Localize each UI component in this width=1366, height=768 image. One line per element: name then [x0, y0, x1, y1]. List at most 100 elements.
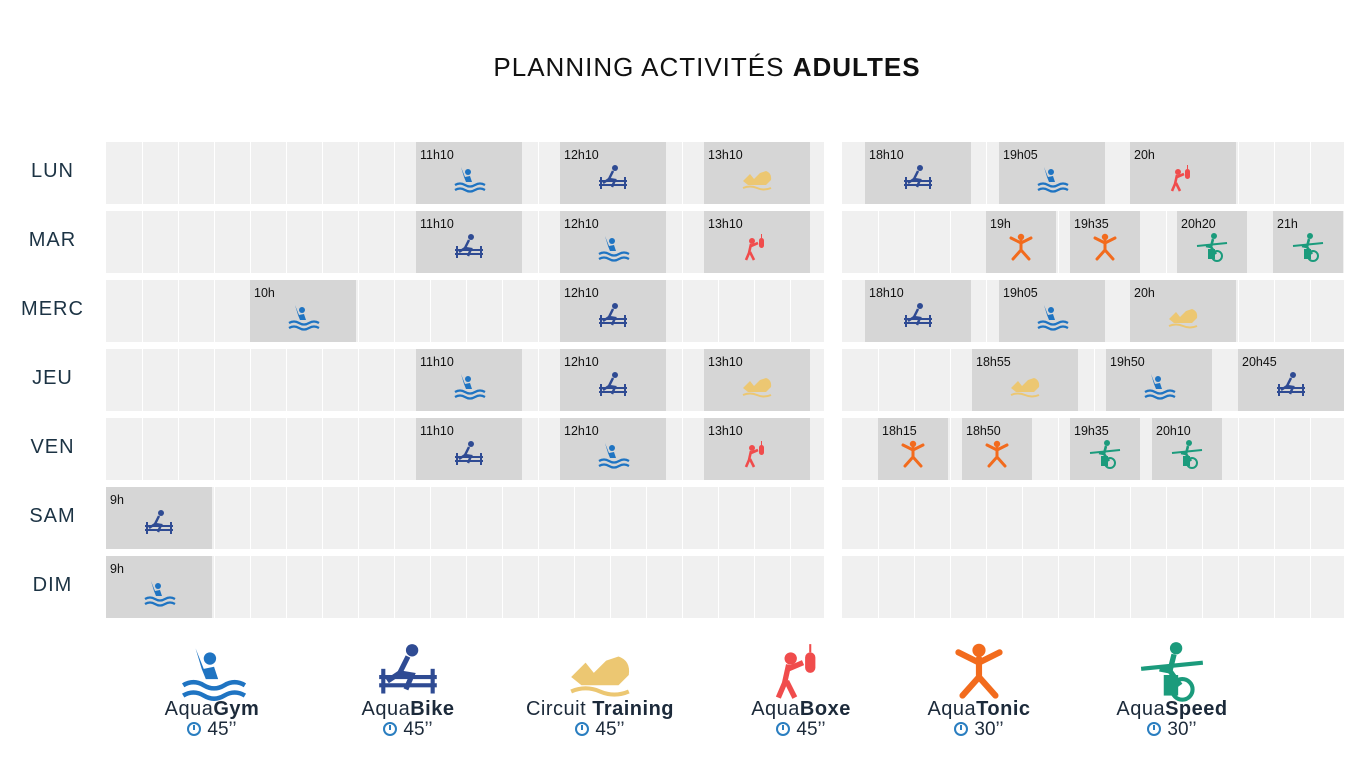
slot-time: 9h	[110, 493, 124, 507]
slot-circuit[interactable]: 18h55	[972, 349, 1078, 411]
boxe-icon	[1170, 164, 1190, 192]
slot-speed[interactable]: 19h35	[1070, 418, 1140, 480]
grid-line	[878, 349, 879, 411]
gym-icon	[1037, 304, 1069, 331]
row-segment-am	[106, 556, 824, 618]
grid-line	[142, 418, 143, 480]
grid-line	[538, 487, 539, 549]
grid-line	[358, 487, 359, 549]
grid-line	[914, 211, 915, 273]
legend-name: AquaSpeed	[1077, 698, 1267, 721]
grid-line	[394, 556, 395, 618]
grid-line	[1274, 556, 1275, 618]
slot-speed[interactable]: 20h10	[1152, 418, 1222, 480]
clock-icon	[776, 722, 791, 736]
slot-time: 19h05	[1003, 286, 1038, 300]
slot-circuit[interactable]: 13h10	[704, 142, 810, 204]
grid-line	[322, 556, 323, 618]
grid-line	[986, 142, 987, 204]
slot-circuit[interactable]: 20h	[1130, 280, 1236, 342]
grid-line	[790, 280, 791, 342]
slot-icon-wrap	[1088, 439, 1122, 469]
slot-boxe[interactable]: 13h10	[704, 211, 810, 273]
legend-name: AquaBike	[313, 698, 503, 721]
speed-icon	[1196, 232, 1228, 262]
day-row: 11h10 12h10 13h10 18h10	[0, 142, 1366, 204]
grid-line	[1238, 280, 1239, 342]
slot-boxe[interactable]: 13h10	[704, 418, 810, 480]
legend-name-prefix: Aqua	[927, 698, 977, 720]
grid-line	[394, 142, 395, 204]
grid-line	[286, 418, 287, 480]
boxe-icon	[744, 233, 764, 261]
slot-speed[interactable]: 21h	[1273, 211, 1343, 273]
grid-line	[718, 556, 719, 618]
grid-line	[1310, 556, 1311, 618]
slot-time: 20h	[1134, 148, 1155, 162]
row-segment-am	[106, 280, 824, 342]
grid-line	[914, 487, 915, 549]
slot-bike[interactable]: 12h10	[560, 142, 666, 204]
slot-gym[interactable]: 19h50	[1106, 349, 1212, 411]
grid-line	[878, 487, 879, 549]
grid-line	[1166, 556, 1167, 618]
row-segment-pm	[842, 487, 1344, 549]
slot-icon-wrap	[1142, 370, 1176, 400]
grid-line	[1022, 556, 1023, 618]
legend-duration-value: 45’’	[403, 719, 433, 740]
slot-gym[interactable]: 19h05	[999, 142, 1105, 204]
slot-bike[interactable]: 12h10	[560, 280, 666, 342]
slot-gym[interactable]: 12h10	[560, 211, 666, 273]
slot-circuit[interactable]: 13h10	[704, 349, 810, 411]
grid-line	[178, 418, 179, 480]
grid-line	[394, 211, 395, 273]
grid-line	[538, 349, 539, 411]
slot-tonic[interactable]: 19h	[986, 211, 1056, 273]
slot-bike[interactable]: 11h10	[416, 211, 522, 273]
slot-bike[interactable]: 12h10	[560, 349, 666, 411]
legend-name-bold: Gym	[213, 698, 260, 720]
clock-icon	[575, 722, 590, 736]
legend-duration-value: 45’’	[595, 719, 625, 740]
grid-line	[986, 556, 987, 618]
grid-line	[538, 556, 539, 618]
slot-icon-wrap	[740, 439, 774, 469]
slot-bike[interactable]: 18h10	[865, 280, 971, 342]
grid-line	[502, 280, 503, 342]
speed-icon	[1171, 439, 1203, 469]
slot-gym[interactable]: 11h10	[416, 142, 522, 204]
grid-line	[286, 556, 287, 618]
slot-tonic[interactable]: 19h35	[1070, 211, 1140, 273]
legend-name-prefix: Circuit	[525, 698, 593, 720]
slot-bike[interactable]: 18h10	[865, 142, 971, 204]
slot-boxe[interactable]: 20h	[1130, 142, 1236, 204]
tonic-icon	[901, 440, 925, 468]
slot-time: 11h10	[420, 217, 454, 231]
slot-icon-wrap	[452, 439, 486, 469]
slot-tonic[interactable]: 18h50	[962, 418, 1032, 480]
slot-gym[interactable]: 19h05	[999, 280, 1105, 342]
grid-line	[358, 556, 359, 618]
grid-line	[682, 211, 683, 273]
slot-icon-wrap	[286, 301, 320, 331]
slot-bike[interactable]: 11h10	[416, 418, 522, 480]
grid-line	[1058, 556, 1059, 618]
slot-time: 20h	[1134, 286, 1155, 300]
grid-line	[1310, 418, 1311, 480]
slot-gym[interactable]: 9h	[106, 556, 212, 618]
gym-legend-icon	[182, 648, 247, 701]
slot-gym[interactable]: 12h10	[560, 418, 666, 480]
slot-bike[interactable]: 20h45	[1238, 349, 1344, 411]
slot-speed[interactable]: 20h20	[1177, 211, 1247, 273]
grid-line	[178, 142, 179, 204]
slot-time: 18h10	[869, 286, 904, 300]
slot-tonic[interactable]: 18h15	[878, 418, 948, 480]
gym-icon	[454, 166, 486, 193]
grid-line	[538, 280, 539, 342]
grid-line	[914, 556, 915, 618]
slot-gym[interactable]: 11h10	[416, 349, 522, 411]
title-prefix: PLANNING ACTIVITÉS	[493, 52, 785, 82]
slot-gym[interactable]: 10h	[250, 280, 356, 342]
slot-bike[interactable]: 9h	[106, 487, 212, 549]
grid-line	[322, 211, 323, 273]
